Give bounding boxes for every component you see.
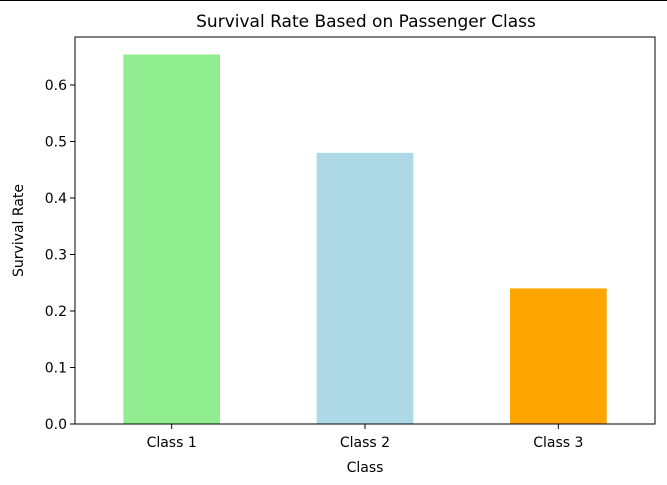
y-tick-label: 0.0	[45, 417, 67, 433]
y-tick-label: 0.5	[45, 135, 67, 151]
y-tick-label: 0.3	[45, 248, 67, 264]
x-axis-ticks: Class 1 Class 2 Class 3	[147, 424, 583, 451]
x-tick-label: Class 3	[533, 435, 583, 451]
chart-title: Survival Rate Based on Passenger Class	[196, 12, 536, 32]
y-axis-ticks: 0.0 0.1 0.2 0.3 0.4 0.5 0.6	[45, 78, 75, 433]
x-tick-label: Class 2	[340, 435, 390, 451]
bar-3	[510, 288, 607, 424]
x-tick-label: Class 1	[147, 435, 197, 451]
bar-2	[316, 152, 414, 425]
y-tick-label: 0.6	[45, 78, 67, 94]
y-tick-label: 0.2	[45, 304, 67, 320]
y-tick-label: 0.4	[45, 191, 67, 207]
x-axis-label: Class	[347, 460, 384, 476]
y-axis-label: Survival Rate	[11, 184, 27, 277]
y-tick-label: 0.1	[45, 361, 67, 377]
bar-1	[123, 54, 220, 425]
top-border-line	[0, 0, 667, 1]
plot-frame	[74, 36, 656, 425]
bars-group	[123, 54, 607, 425]
